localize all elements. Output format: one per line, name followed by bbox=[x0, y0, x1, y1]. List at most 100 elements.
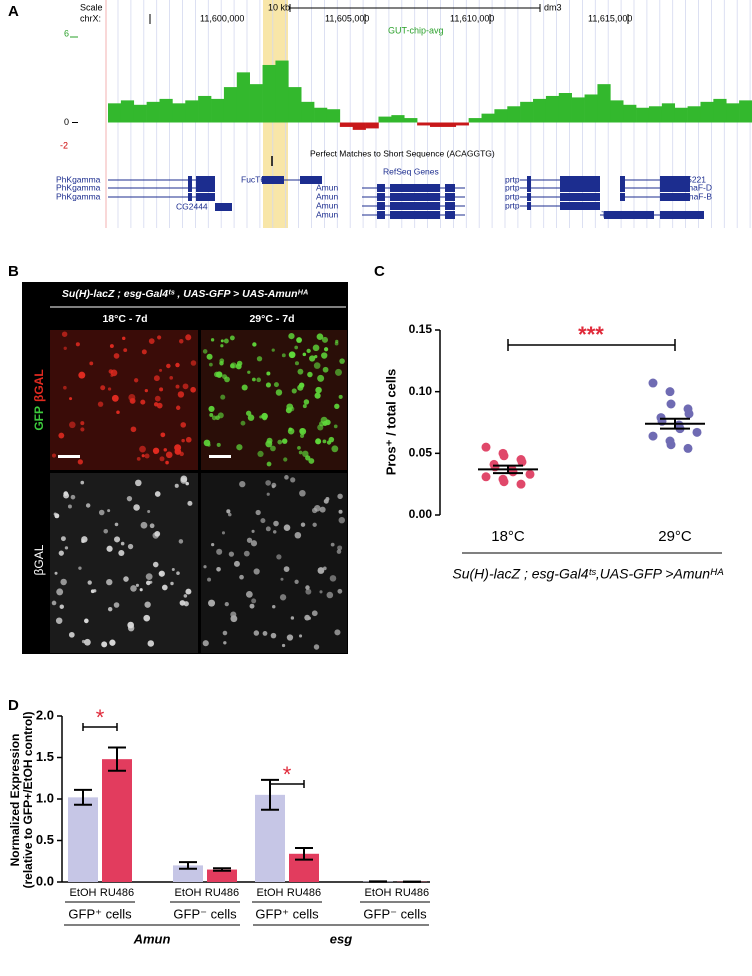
cell bbox=[235, 363, 242, 370]
cell bbox=[266, 371, 271, 376]
cell bbox=[317, 424, 324, 431]
signal-bar bbox=[275, 60, 289, 123]
cell bbox=[272, 604, 276, 609]
cell bbox=[185, 588, 192, 595]
track-max: 6 bbox=[64, 28, 69, 38]
cell bbox=[281, 643, 286, 648]
category-label: GFP⁺ cells bbox=[255, 906, 319, 921]
data-point bbox=[648, 431, 658, 441]
cell bbox=[147, 640, 155, 647]
cell bbox=[338, 394, 343, 399]
signal-bar bbox=[661, 103, 676, 123]
y-axis-title: (relative to GFP+/EtOH control) bbox=[21, 711, 35, 888]
cell bbox=[294, 579, 299, 584]
signal-bar bbox=[545, 95, 560, 123]
cell bbox=[260, 518, 266, 524]
cell bbox=[149, 523, 155, 529]
cell bbox=[154, 395, 161, 402]
cell bbox=[123, 576, 129, 582]
cell bbox=[78, 371, 86, 379]
cell bbox=[323, 498, 329, 504]
condition-label: 29°C - 7d bbox=[249, 313, 294, 325]
panel-label: B bbox=[8, 263, 19, 280]
cell bbox=[206, 353, 213, 360]
cell bbox=[253, 630, 260, 636]
cell bbox=[107, 509, 111, 513]
cell bbox=[316, 333, 324, 341]
cell bbox=[64, 546, 69, 550]
cell bbox=[305, 455, 311, 461]
cell bbox=[322, 366, 329, 373]
gene-exon bbox=[188, 193, 192, 201]
y-tick-label: 0.10 bbox=[409, 384, 433, 398]
cell bbox=[111, 394, 119, 402]
cell bbox=[317, 374, 325, 382]
gene-label: prtp bbox=[505, 182, 520, 192]
data-point bbox=[481, 472, 491, 482]
row-label: βGAL bbox=[32, 544, 46, 575]
cell bbox=[273, 382, 279, 388]
panel-label: A bbox=[8, 3, 19, 20]
gene-exon bbox=[390, 211, 440, 219]
gene-exon bbox=[604, 211, 654, 219]
cell bbox=[319, 590, 323, 594]
cell bbox=[208, 362, 213, 367]
cell bbox=[133, 504, 140, 511]
micrograph bbox=[50, 473, 198, 653]
bar-label: RU486 bbox=[205, 887, 239, 899]
cell bbox=[270, 445, 276, 452]
cell bbox=[93, 589, 97, 593]
cell bbox=[261, 412, 268, 420]
cell bbox=[153, 375, 160, 382]
cell bbox=[233, 560, 240, 567]
cell bbox=[247, 414, 255, 421]
gene-exon bbox=[620, 176, 625, 184]
cell bbox=[101, 641, 108, 648]
y-tick-label: 1.0 bbox=[36, 790, 54, 805]
cell bbox=[271, 348, 275, 352]
signal-bar bbox=[249, 84, 263, 123]
cell bbox=[177, 391, 185, 398]
cell bbox=[315, 438, 322, 445]
cell bbox=[180, 477, 188, 484]
cell bbox=[98, 509, 105, 516]
signal-bar bbox=[108, 103, 122, 123]
cell bbox=[259, 415, 263, 419]
signal-bar bbox=[584, 94, 598, 123]
signal-bar bbox=[520, 101, 534, 123]
data-point bbox=[665, 387, 675, 397]
cell bbox=[158, 570, 165, 577]
panel-label: D bbox=[8, 697, 19, 714]
gene-label: Amun bbox=[316, 182, 338, 192]
gene-label: PhKgamma bbox=[56, 182, 101, 192]
cell bbox=[239, 481, 246, 488]
cell bbox=[224, 376, 230, 383]
cell bbox=[241, 384, 248, 391]
cell bbox=[326, 440, 332, 445]
data-point bbox=[648, 378, 658, 388]
cell bbox=[63, 491, 69, 496]
cell bbox=[190, 386, 197, 393]
cell bbox=[294, 345, 299, 350]
cell bbox=[255, 509, 261, 516]
gene-exon bbox=[390, 193, 440, 201]
cell bbox=[321, 336, 329, 343]
signal-bar bbox=[558, 93, 572, 123]
data-point bbox=[666, 399, 676, 409]
row-label-part: GFP bbox=[32, 406, 46, 431]
cell bbox=[103, 528, 109, 534]
cell bbox=[302, 404, 307, 409]
cell bbox=[337, 493, 343, 500]
cell bbox=[224, 601, 229, 607]
signal-bar bbox=[571, 97, 585, 123]
bar-label: RU486 bbox=[395, 887, 429, 899]
cell bbox=[334, 629, 341, 636]
signal-bar bbox=[674, 107, 688, 123]
cell bbox=[97, 401, 104, 407]
gene-exon bbox=[660, 193, 690, 201]
cell bbox=[174, 444, 182, 452]
data-point bbox=[666, 440, 676, 450]
cell bbox=[61, 331, 68, 337]
cell bbox=[63, 385, 67, 390]
cell bbox=[315, 386, 322, 394]
